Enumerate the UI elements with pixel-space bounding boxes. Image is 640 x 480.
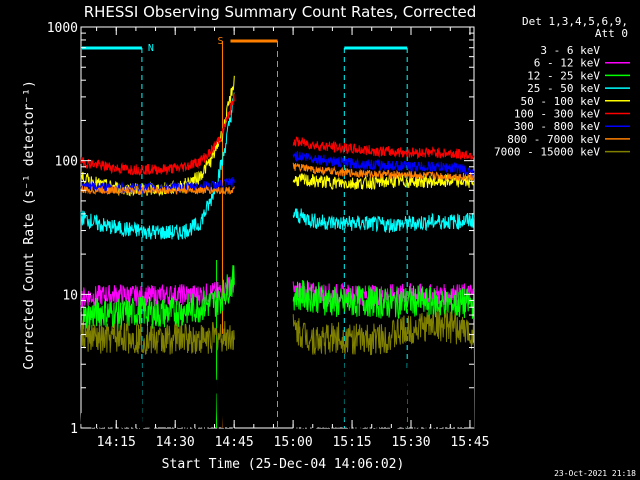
legend-entry-label: 25 - 50 keV [527, 82, 600, 95]
y-tick-label: 1000 [47, 21, 78, 36]
x-axis-ticks: 14:15 14:30 14:45 15:00 15:15 15:30 15:45 [96, 27, 490, 450]
legend-entry-label: 7000 - 15000 keV [494, 146, 600, 159]
legend-entry-label: 6 - 12 keV [534, 57, 601, 70]
x-tick-label: 14:30 [156, 435, 195, 450]
x-tick-label: 15:00 [274, 435, 313, 450]
y-tick-label: 10 [62, 288, 78, 303]
y-axis-ticks: 1 10 100 1000 [47, 21, 474, 437]
legend-header: Att 0 [595, 27, 628, 40]
series-line [292, 172, 475, 190]
y-tick-label: 1 [70, 422, 78, 437]
legend-header: Det 1,3,4,5,6,9, [522, 15, 628, 28]
series-line [292, 136, 475, 160]
y-axis-label: Corrected Count Rate (s⁻¹ detector⁻¹) [22, 80, 37, 370]
saa-marker-label: S [217, 36, 223, 47]
chart-title: RHESSI Observing Summary Count Rates, Co… [84, 3, 477, 21]
x-tick-label: 14:15 [97, 435, 136, 450]
legend-entry-label: 3 - 6 keV [540, 44, 600, 57]
series-line [292, 208, 475, 233]
series-line [80, 184, 235, 196]
night-marker-label: N [148, 43, 154, 54]
y-tick-label: 100 [55, 155, 78, 170]
x-tick-label: 15:30 [391, 435, 430, 450]
series-line [292, 309, 475, 356]
series-line [292, 150, 475, 178]
x-axis-label: Start Time (25-Dec-04 14:06:02) [162, 457, 405, 472]
series-line [80, 92, 235, 240]
legend-entry-label: 100 - 300 keV [514, 108, 600, 121]
series-line [80, 75, 235, 197]
series-line [80, 320, 235, 355]
x-tick-label: 15:45 [450, 435, 489, 450]
x-tick-label: 14:45 [215, 435, 254, 450]
legend-entry-label: 800 - 7000 keV [507, 133, 600, 146]
series-line [80, 265, 235, 335]
series-line [293, 327, 475, 429]
series-line [292, 162, 475, 182]
legend-entry-label: 50 - 100 keV [521, 95, 601, 108]
footer-date: 23-Oct-2021 21:18 [554, 469, 636, 478]
legend-entry-label: 12 - 25 keV [527, 69, 600, 82]
plot-area: NS [80, 26, 475, 430]
series-line [80, 93, 235, 176]
series-line [292, 279, 475, 320]
series-line [80, 318, 235, 430]
legend-entry-label: 300 - 800 keV [514, 120, 600, 133]
plot-frame [80, 26, 475, 429]
x-tick-label: 15:15 [332, 435, 371, 450]
